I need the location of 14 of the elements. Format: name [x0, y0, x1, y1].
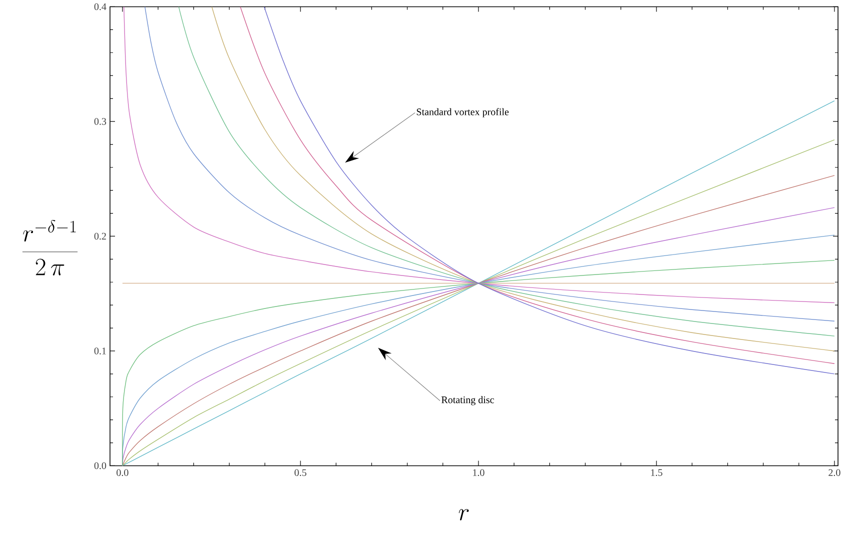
y-tick-label: 0.0: [94, 462, 106, 470]
x-tick-label: 1.5: [651, 469, 662, 476]
x-tick-label: 2.0: [828, 469, 840, 476]
x-tick-label: 0.5: [294, 469, 306, 476]
y-tick-label: 0.4: [94, 3, 106, 10]
y-tick-label: 0.2: [94, 232, 106, 240]
annotation: Standard vortex profile: [416, 108, 509, 118]
y-tick-label: 0.3: [94, 118, 106, 126]
y-axis-title: $\frac{r^{-\delta-1}}{2\,\pi}$: [22, 220, 78, 276]
y-tick-label: 0.1: [94, 348, 106, 355]
x-tick-label: 1.0: [473, 469, 484, 476]
x-axis-title: $r$: [458, 509, 469, 520]
x-tick-label: 0.0: [116, 469, 128, 476]
annotation: Rotating disc: [441, 396, 494, 406]
